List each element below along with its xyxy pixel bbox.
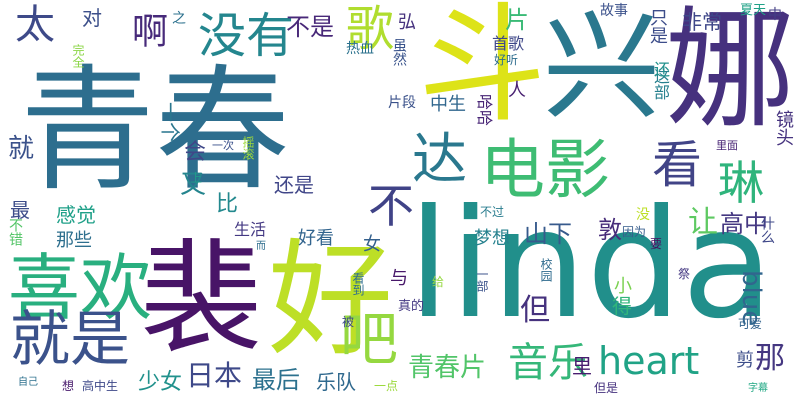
word-shaonv: 少女 — [138, 370, 183, 395]
word-hong: 弘 — [398, 12, 416, 33]
word-rang: 让 — [688, 205, 718, 240]
word-xiang: 想 — [62, 379, 75, 393]
word-jiu: 就 — [8, 134, 35, 164]
word-jingtou: 镜头 — [773, 110, 794, 146]
word-mei: 没 — [636, 207, 650, 223]
word-suiran: 虽然 — [391, 38, 407, 66]
word-hao: 好 — [268, 228, 393, 373]
word-xiao: 小 — [611, 276, 632, 294]
word-na: 娜 — [665, 0, 796, 146]
word-zhishi: 只是 — [647, 8, 668, 44]
word-zui: 最 — [10, 198, 30, 222]
word-yici: 一次 — [212, 139, 234, 152]
word-dun: 敦 — [598, 216, 622, 244]
word-you: 又 — [180, 170, 207, 200]
word-yibu: 一部 — [475, 268, 489, 292]
word-naxie: 那些 — [56, 230, 92, 251]
word-linda: linda — [408, 178, 774, 352]
word-gaozhong: 高中 — [720, 210, 768, 238]
word-ji: 祭 — [678, 267, 691, 281]
word-ziji: 自己 — [18, 377, 38, 388]
word-gushi: 故事 — [600, 3, 628, 19]
word-bi: 比 — [216, 192, 239, 217]
word-ren: 人 — [508, 80, 526, 101]
word-shenme: 什么 — [759, 216, 775, 244]
word-buguo: 不过 — [480, 205, 505, 219]
word-dianying: 电影 — [480, 133, 611, 208]
word-keai: 可爱 — [738, 317, 763, 331]
word-jiushi: 就是 — [10, 305, 130, 375]
word-zimu: 字幕 — [748, 383, 768, 394]
word-xiatian: 夏天 — [740, 3, 767, 18]
word-bushi: 不是 — [286, 13, 334, 41]
word-ganjue: 感觉 — [56, 203, 96, 227]
word-bei: 被 — [342, 315, 355, 329]
word-tai: 太 — [15, 2, 55, 48]
word-nv: 女 — [363, 234, 381, 255]
word-jian: 剪 — [736, 350, 754, 371]
word-yuedui: 乐队 — [316, 370, 356, 394]
word-zhi: 之 — [172, 11, 186, 27]
word-kan: 看 — [652, 136, 702, 194]
word-hai: 还 — [654, 60, 671, 79]
word-gei: 给 — [432, 275, 445, 289]
word-yige: 一个 — [158, 102, 182, 142]
word-danshi: 但是 — [594, 381, 619, 395]
word-na2: 那 — [755, 341, 785, 376]
word-dui: 对 — [82, 6, 102, 30]
word-pei: 裴 — [140, 228, 262, 370]
word-yao: 要 — [650, 237, 663, 251]
word-de: 得 — [612, 294, 632, 318]
word-ba: 吧 — [340, 305, 399, 373]
word-dou: 斗 — [418, 0, 547, 140]
word-wanquan: 完全 — [71, 44, 85, 68]
word-ge: 歌 — [346, 1, 395, 57]
word-kandao: 看到 — [351, 272, 365, 296]
word-yinwei: 因为 — [622, 225, 647, 239]
word-yu: 与 — [390, 268, 408, 289]
word-zhende: 真的 — [398, 299, 425, 314]
word-pianduan: 片段 — [388, 95, 416, 111]
word-hui: 会 — [184, 140, 207, 165]
word-zhong: 中 — [768, 7, 782, 23]
word-rexue: 热血 — [346, 41, 374, 57]
word-limian: 里面 — [716, 139, 738, 152]
word-a: 啊 — [126, 12, 167, 48]
word-yaogun: 摇滚 — [241, 136, 255, 160]
word-yinyue: 音乐 — [508, 340, 588, 386]
word-dou-extra: 兴 — [522, 4, 660, 122]
word-li: 里 — [572, 354, 592, 378]
word-haoting: 好听 — [494, 53, 519, 67]
word-pian: 片 — [505, 6, 529, 34]
word-qingchun: 青春 — [20, 52, 290, 209]
word-zhebu: 这部 — [651, 68, 670, 100]
word-heart: heart — [598, 339, 700, 383]
word-shanxia: 山下 — [524, 220, 572, 248]
word-er: 而 — [256, 241, 266, 252]
word-da: 达 — [412, 127, 468, 191]
word-mengxiang: 梦想 — [474, 228, 510, 249]
word-haha: 哈哈 — [475, 94, 494, 127]
word-haokan: 好看 — [298, 228, 334, 249]
word-gaozhongsheng: 高中生 — [82, 379, 119, 393]
word-dan: 但 — [520, 293, 550, 328]
word-lin: 琳 — [718, 156, 764, 210]
word-shenghuo: 生活 — [234, 220, 267, 239]
word-zuihou: 最后 — [252, 366, 300, 394]
word-bucuo: 不错 — [7, 218, 23, 246]
word-zhongsheng: 中生 — [430, 94, 466, 115]
word-yidian: 一点 — [374, 379, 399, 393]
word-feichang: 非常 — [682, 10, 722, 34]
word-meiyou: 没有 — [198, 8, 295, 64]
word-riben: 日本 — [186, 359, 243, 392]
word-shang: 上 — [190, 171, 203, 185]
word-xiaoyuan: 校园 — [539, 258, 553, 282]
word-bu: 不 — [368, 179, 414, 233]
word-shouge: 首歌 — [492, 34, 525, 53]
word-haishi: 还是 — [274, 173, 314, 197]
word-xihuan: 喜欢 — [8, 246, 153, 330]
word-qingchunpian: 青春片 — [408, 353, 487, 383]
